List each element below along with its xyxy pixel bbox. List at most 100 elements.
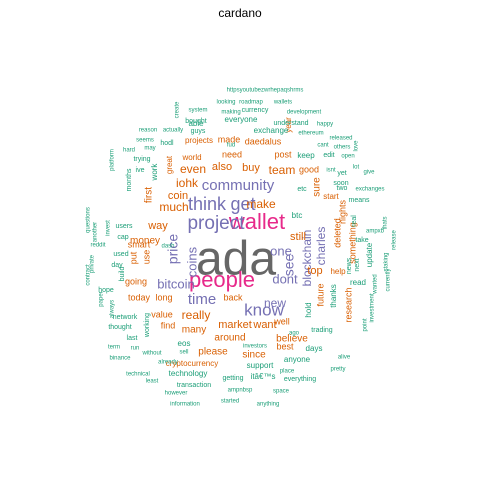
word-48: future	[315, 283, 325, 306]
word-4: know	[244, 300, 284, 319]
word-159: wanted	[373, 274, 379, 294]
word-123: technical	[126, 372, 150, 378]
word-102: making	[221, 110, 240, 116]
word-50: good	[299, 164, 319, 174]
word-137: dash	[161, 244, 174, 250]
word-58: need	[222, 149, 242, 159]
word-168: platform	[110, 149, 116, 171]
word-47: deleted	[332, 218, 342, 248]
word-107: development	[287, 110, 322, 116]
word-164: another	[93, 222, 99, 242]
word-67: thanks	[329, 284, 338, 308]
word-61: year	[284, 117, 293, 133]
word-96: ive	[136, 167, 145, 174]
word-160: reddit	[90, 243, 105, 249]
word-162: contract	[86, 264, 92, 286]
word-73: world	[181, 153, 201, 162]
word-8: time	[188, 291, 216, 308]
word-145: read	[350, 278, 366, 287]
word-125: however	[165, 391, 188, 397]
word-166: invest	[106, 220, 112, 236]
word-119: last	[127, 335, 138, 342]
word-174: staking	[384, 252, 390, 271]
word-65: anyone	[284, 355, 311, 364]
word-131: pretty	[330, 367, 345, 373]
word-89: hope	[98, 287, 114, 294]
word-118: hard	[123, 148, 135, 154]
word-127: started	[221, 399, 239, 405]
word-172: investment	[370, 293, 376, 322]
word-68: cryptocurrency	[166, 359, 218, 368]
word-112: httpsyoutubezwrhepaqshrms	[227, 88, 304, 94]
word-115: actually	[163, 128, 183, 134]
word-153: lot	[353, 165, 360, 171]
word-74: great	[165, 155, 174, 174]
word-141: take	[355, 237, 368, 244]
word-105: roadmap	[239, 100, 263, 106]
word-167: paper	[99, 291, 105, 306]
word-5: get	[230, 194, 255, 214]
word-34: money	[130, 236, 160, 247]
word-30: still	[290, 231, 306, 243]
word-99: guys	[191, 128, 206, 135]
word-79: technology	[169, 369, 208, 378]
word-54: best	[276, 341, 294, 351]
word-86: thought	[108, 324, 131, 331]
word-25: buy	[242, 162, 260, 174]
word-114: reason	[139, 128, 157, 134]
word-49: nights	[337, 199, 347, 224]
word-35: first	[144, 187, 155, 203]
word-110: ethereum	[298, 131, 323, 137]
word-1: wallet	[228, 209, 285, 234]
word-14: bitcoin	[157, 276, 195, 291]
word-60: daedalus	[245, 136, 282, 146]
word-87: network	[113, 314, 138, 321]
word-122: binance	[109, 356, 131, 362]
word-44: today	[128, 292, 151, 302]
word-29: way	[147, 220, 168, 232]
word-124: least	[146, 379, 159, 385]
word-108: understand	[273, 120, 308, 127]
word-97: trying	[133, 156, 150, 163]
word-176: currently	[386, 268, 392, 291]
word-71: everyone	[225, 115, 258, 124]
word-136: sell	[179, 350, 188, 356]
word-23: iohk	[176, 176, 199, 190]
word-76: work	[150, 163, 159, 182]
word-0: ada	[196, 233, 276, 286]
word-149: exchanges	[355, 187, 384, 193]
word-6: think	[188, 194, 227, 214]
word-155: etc	[297, 186, 307, 193]
word-57: find	[161, 320, 176, 330]
word-144: news	[346, 257, 353, 274]
word-111: released	[329, 136, 352, 142]
word-109: happy	[317, 122, 333, 128]
word-69: eos	[178, 339, 191, 348]
word-135: already	[158, 360, 178, 366]
word-151: cant	[317, 143, 329, 149]
word-157: isnt	[326, 168, 336, 174]
word-165: alive	[338, 355, 351, 361]
word-17: charles	[314, 227, 328, 266]
word-156: ago	[289, 331, 300, 337]
word-173: point	[363, 318, 369, 331]
word-31: top	[307, 265, 322, 277]
word-163: questions	[86, 207, 92, 233]
word-9: price	[165, 234, 181, 265]
word-43: going	[125, 276, 147, 286]
word-175: release	[392, 230, 398, 250]
word-177: love	[354, 140, 360, 152]
word-38: please	[198, 347, 228, 358]
word-15: new	[264, 296, 286, 310]
word-16: blockchain	[300, 230, 314, 287]
word-70: exchange	[254, 126, 289, 135]
word-146: trading	[311, 327, 333, 334]
word-147: yet	[337, 170, 346, 177]
word-148: two	[337, 185, 348, 192]
word-139: means	[348, 197, 370, 204]
chart-title: cardano	[218, 6, 262, 20]
word-121: term	[108, 345, 120, 351]
word-63: help	[330, 267, 346, 276]
word-80: transaction	[177, 382, 211, 389]
